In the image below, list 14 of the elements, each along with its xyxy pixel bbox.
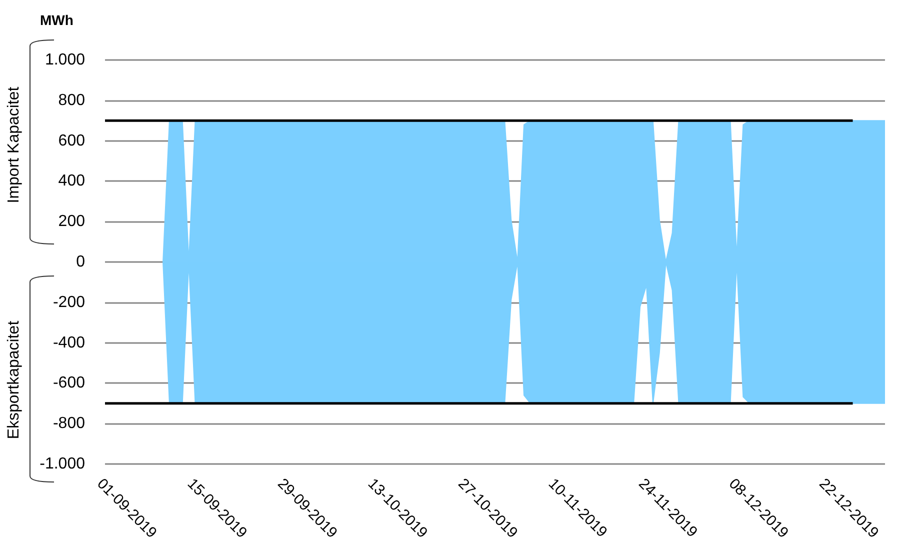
y-tick-label: 600 bbox=[58, 132, 86, 150]
y-axis-title: MWh bbox=[40, 12, 74, 28]
y-tick-label: -400 bbox=[52, 334, 86, 352]
y-tick-label: -600 bbox=[52, 374, 86, 392]
y-tick-label: 0 bbox=[76, 254, 86, 270]
y-tick-label: -200 bbox=[52, 294, 86, 311]
y-tick-label: 400 bbox=[58, 172, 86, 190]
y-tick-label: 200 bbox=[58, 213, 86, 230]
text: Import Kapacitet bbox=[6, 86, 22, 204]
y-tick-label: -1.000 bbox=[40, 456, 86, 472]
y-tick-label: 800 bbox=[58, 92, 86, 109]
y-tick-label: 1.000 bbox=[44, 52, 86, 68]
y-tick-label: -800 bbox=[52, 415, 86, 432]
text: Eksportkapacitet bbox=[6, 320, 22, 440]
